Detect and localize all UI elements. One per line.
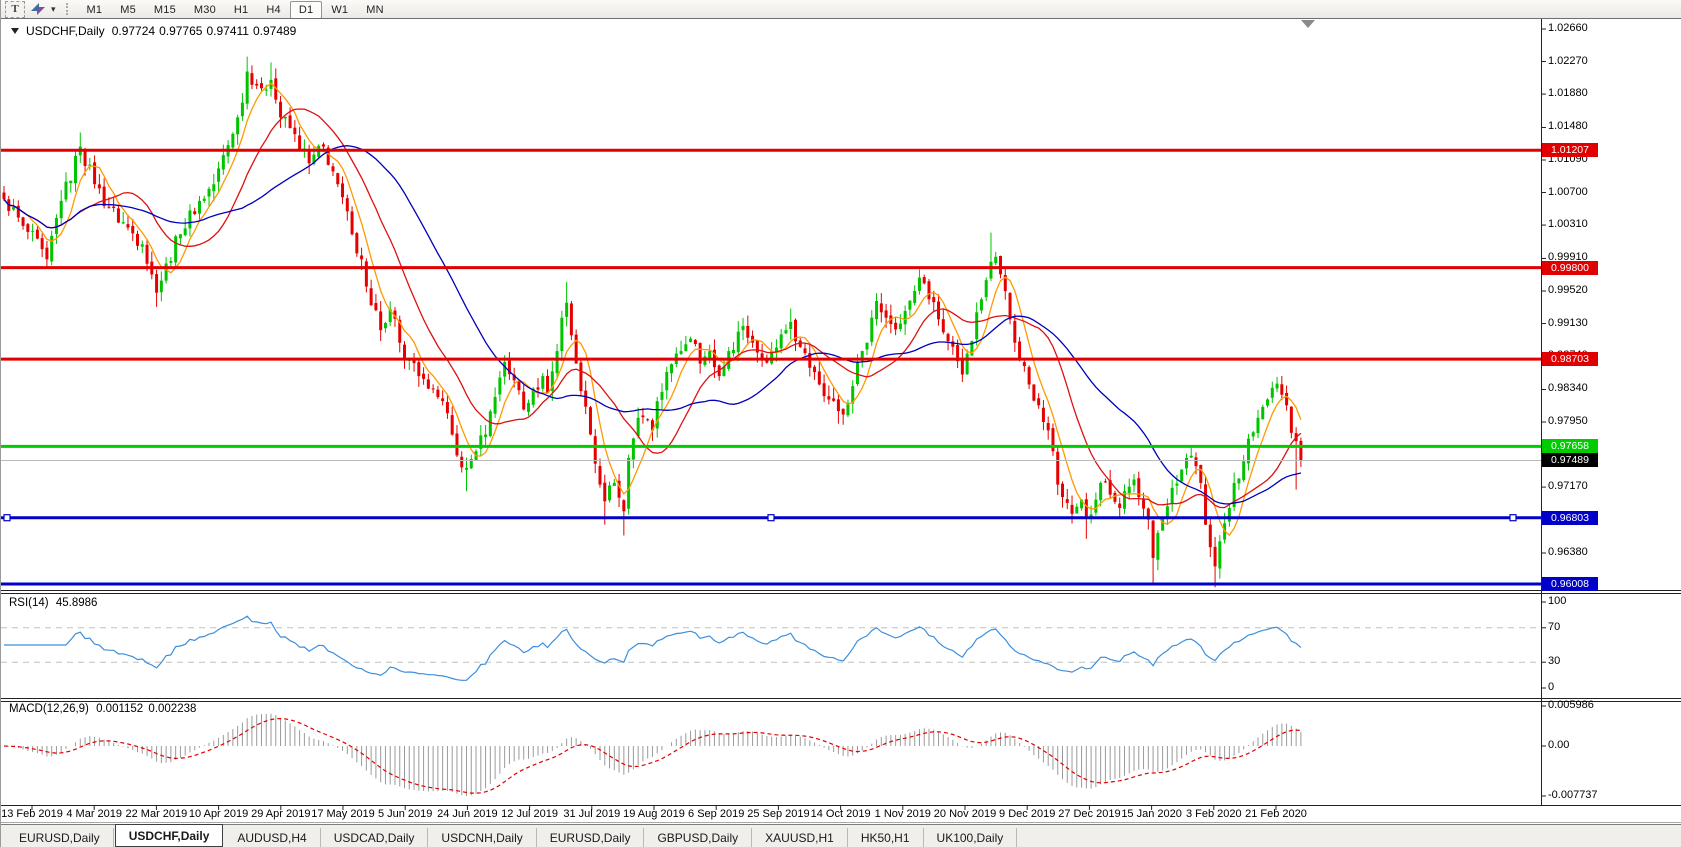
timeframe-button-m1[interactable]: M1 [86,3,103,16]
date-axis-label: 5 Jun 2019 [377,808,433,820]
date-axis-label: 24 Jun 2019 [437,808,498,820]
date-axis-label: 19 Aug 2019 [623,808,685,820]
tab-usdcad-daily[interactable]: USDCAD,Daily [321,828,429,847]
date-axis-label: 14 Oct 2019 [810,808,871,820]
price-axis-tick: 0.98340 [1548,382,1588,395]
tab-usdcnh-daily[interactable]: USDCNH,Daily [428,828,537,847]
price-axis-tick: 0.99130 [1548,316,1588,329]
timeframe-button-m15[interactable]: M15 [153,3,176,16]
chart-tabs-bar: EURUSD,Daily USDCHF,Daily AUDUSD,H4 USDCAD,… [1,824,1681,847]
tab-eurusd-daily[interactable]: EURUSD,Daily [537,828,645,847]
rsi-axis-label: 30 [1548,655,1561,668]
tab-usdchf-daily[interactable]: USDCHF,Daily [114,824,224,847]
rsi-current-value: 45.8986 [55,597,98,609]
price-axis-tick: 0.99910 [1548,251,1588,264]
ohlc-open: 0.97724 [111,24,156,38]
date-axis-label: 21 Feb 2020 [1245,808,1307,820]
hline-price-badge: 0.98703 [1542,352,1598,367]
price-axis-tick: 1.00700 [1548,185,1588,198]
macd-name: MACD(12,26,9) [9,703,89,715]
date-axis-label: 6 Sep 2019 [688,808,745,820]
hline-price-badge: 0.96803 [1542,510,1598,525]
macd-axis-label: -0.007737 [1548,789,1598,801]
timeframe-button-h1[interactable]: H1 [233,3,249,16]
cursor-tools-icon[interactable] [29,2,49,17]
date-axis-label: 25 Sep 2019 [747,808,810,820]
current-price-badge: 0.97489 [1542,453,1598,468]
price-axis-tick: 1.01480 [1548,120,1588,133]
price-axis-tick: 0.97170 [1548,480,1588,493]
ohlc-close: 0.97489 [252,24,297,38]
chevron-down-icon[interactable]: ▾ [51,3,56,14]
timeframe-buttons: M1 M5 M15 M30 H1 H4 D1 W1 MN [78,0,393,19]
price-axis-tick: 0.99520 [1548,284,1588,296]
hline-price-badge: 0.99800 [1542,260,1598,275]
arrow-icon [37,6,45,15]
tab-gbpusd-daily[interactable]: GBPUSD,Daily [644,828,753,847]
date-axis-label: 27 Dec 2019 [1058,808,1121,820]
tab-audusd-h4[interactable]: AUDUSD,H4 [224,828,321,847]
rsi-name: RSI(14) [9,597,49,609]
hline-price-badge: 0.96008 [1542,577,1598,592]
ohlc-low: 0.97411 [206,24,249,38]
date-axis-label: 29 Apr 2019 [251,808,311,820]
date-axis-label: 3 Feb 2020 [1185,808,1242,820]
price-axis-tick: 0.97950 [1548,415,1588,427]
timeframe-button-mn[interactable]: MN [366,3,384,16]
timeframe-button-m5[interactable]: M5 [120,3,136,16]
toolbar-grip [65,3,71,15]
macd-indicator-label: MACD(12,26,9) 0.001152 0.002238 [9,703,196,715]
chart-symbol-period: USDCHF,Daily [26,24,105,38]
ohlc-high: 0.97765 [159,24,203,38]
price-axis-tick: 1.02270 [1548,54,1588,67]
arrow-icon [31,2,39,11]
date-axis-label: 31 Jul 2019 [563,808,621,820]
date-axis-label: 1 Nov 2019 [874,808,931,820]
hline-price-badge: 0.97658 [1542,439,1598,454]
date-axis-label: 17 May 2019 [311,808,375,820]
price-axis-tick: 1.01880 [1548,87,1588,100]
date-axis-label: 13 Feb 2019 [1,808,63,820]
rsi-axis-label: 0 [1548,681,1555,693]
macd-axis-label: 0.005986 [1548,699,1594,711]
timeframe-button-h4[interactable]: H4 [266,3,281,16]
macd-signal-value: 0.002238 [148,703,197,715]
text-tool-button[interactable]: T [5,0,25,18]
date-axis-label: 15 Jan 2020 [1121,808,1182,820]
macd-main-value: 0.001152 [96,703,144,715]
price-axis-tick: 1.02660 [1548,22,1588,34]
timeframe-button-m30[interactable]: M30 [193,3,216,16]
tab-hk50-h1[interactable]: HK50,H1 [848,828,924,847]
date-axis-label: 10 Apr 2019 [188,808,249,820]
timeframe-button-w1[interactable]: W1 [331,3,349,16]
collapse-caret-icon[interactable] [11,28,19,34]
toolbar: T ▾ M1 M5 M15 M30 H1 H4 D1 W1 MN [1,0,1681,19]
date-axis-label: 12 Jul 2019 [501,808,559,820]
date-axis-label: 20 Nov 2019 [933,808,997,820]
hline-price-badge: 1.01207 [1542,143,1598,158]
price-axis-tick: 0.96380 [1548,546,1588,558]
date-axis-label: 4 Mar 2019 [66,808,123,820]
tab-eurusd-daily[interactable]: EURUSD,Daily [6,828,114,847]
rsi-indicator-label: RSI(14) 45.8986 [9,597,97,609]
date-axis-label: 9 Dec 2019 [999,808,1056,820]
tab-uk100-daily[interactable]: UK100,Daily [924,828,1018,847]
price-axis-tick: 1.00310 [1548,218,1588,231]
rsi-axis-label: 70 [1548,620,1561,633]
date-axis-label: 22 Mar 2019 [125,808,188,820]
macd-axis-label: 0.00 [1548,739,1570,751]
rsi-axis-label: 100 [1548,595,1567,607]
chart-title: USDCHF,Daily 0.97724 0.97765 0.97411 0.9748… [11,24,296,38]
tab-xauusd-h1[interactable]: XAUUSD,H1 [752,828,848,847]
